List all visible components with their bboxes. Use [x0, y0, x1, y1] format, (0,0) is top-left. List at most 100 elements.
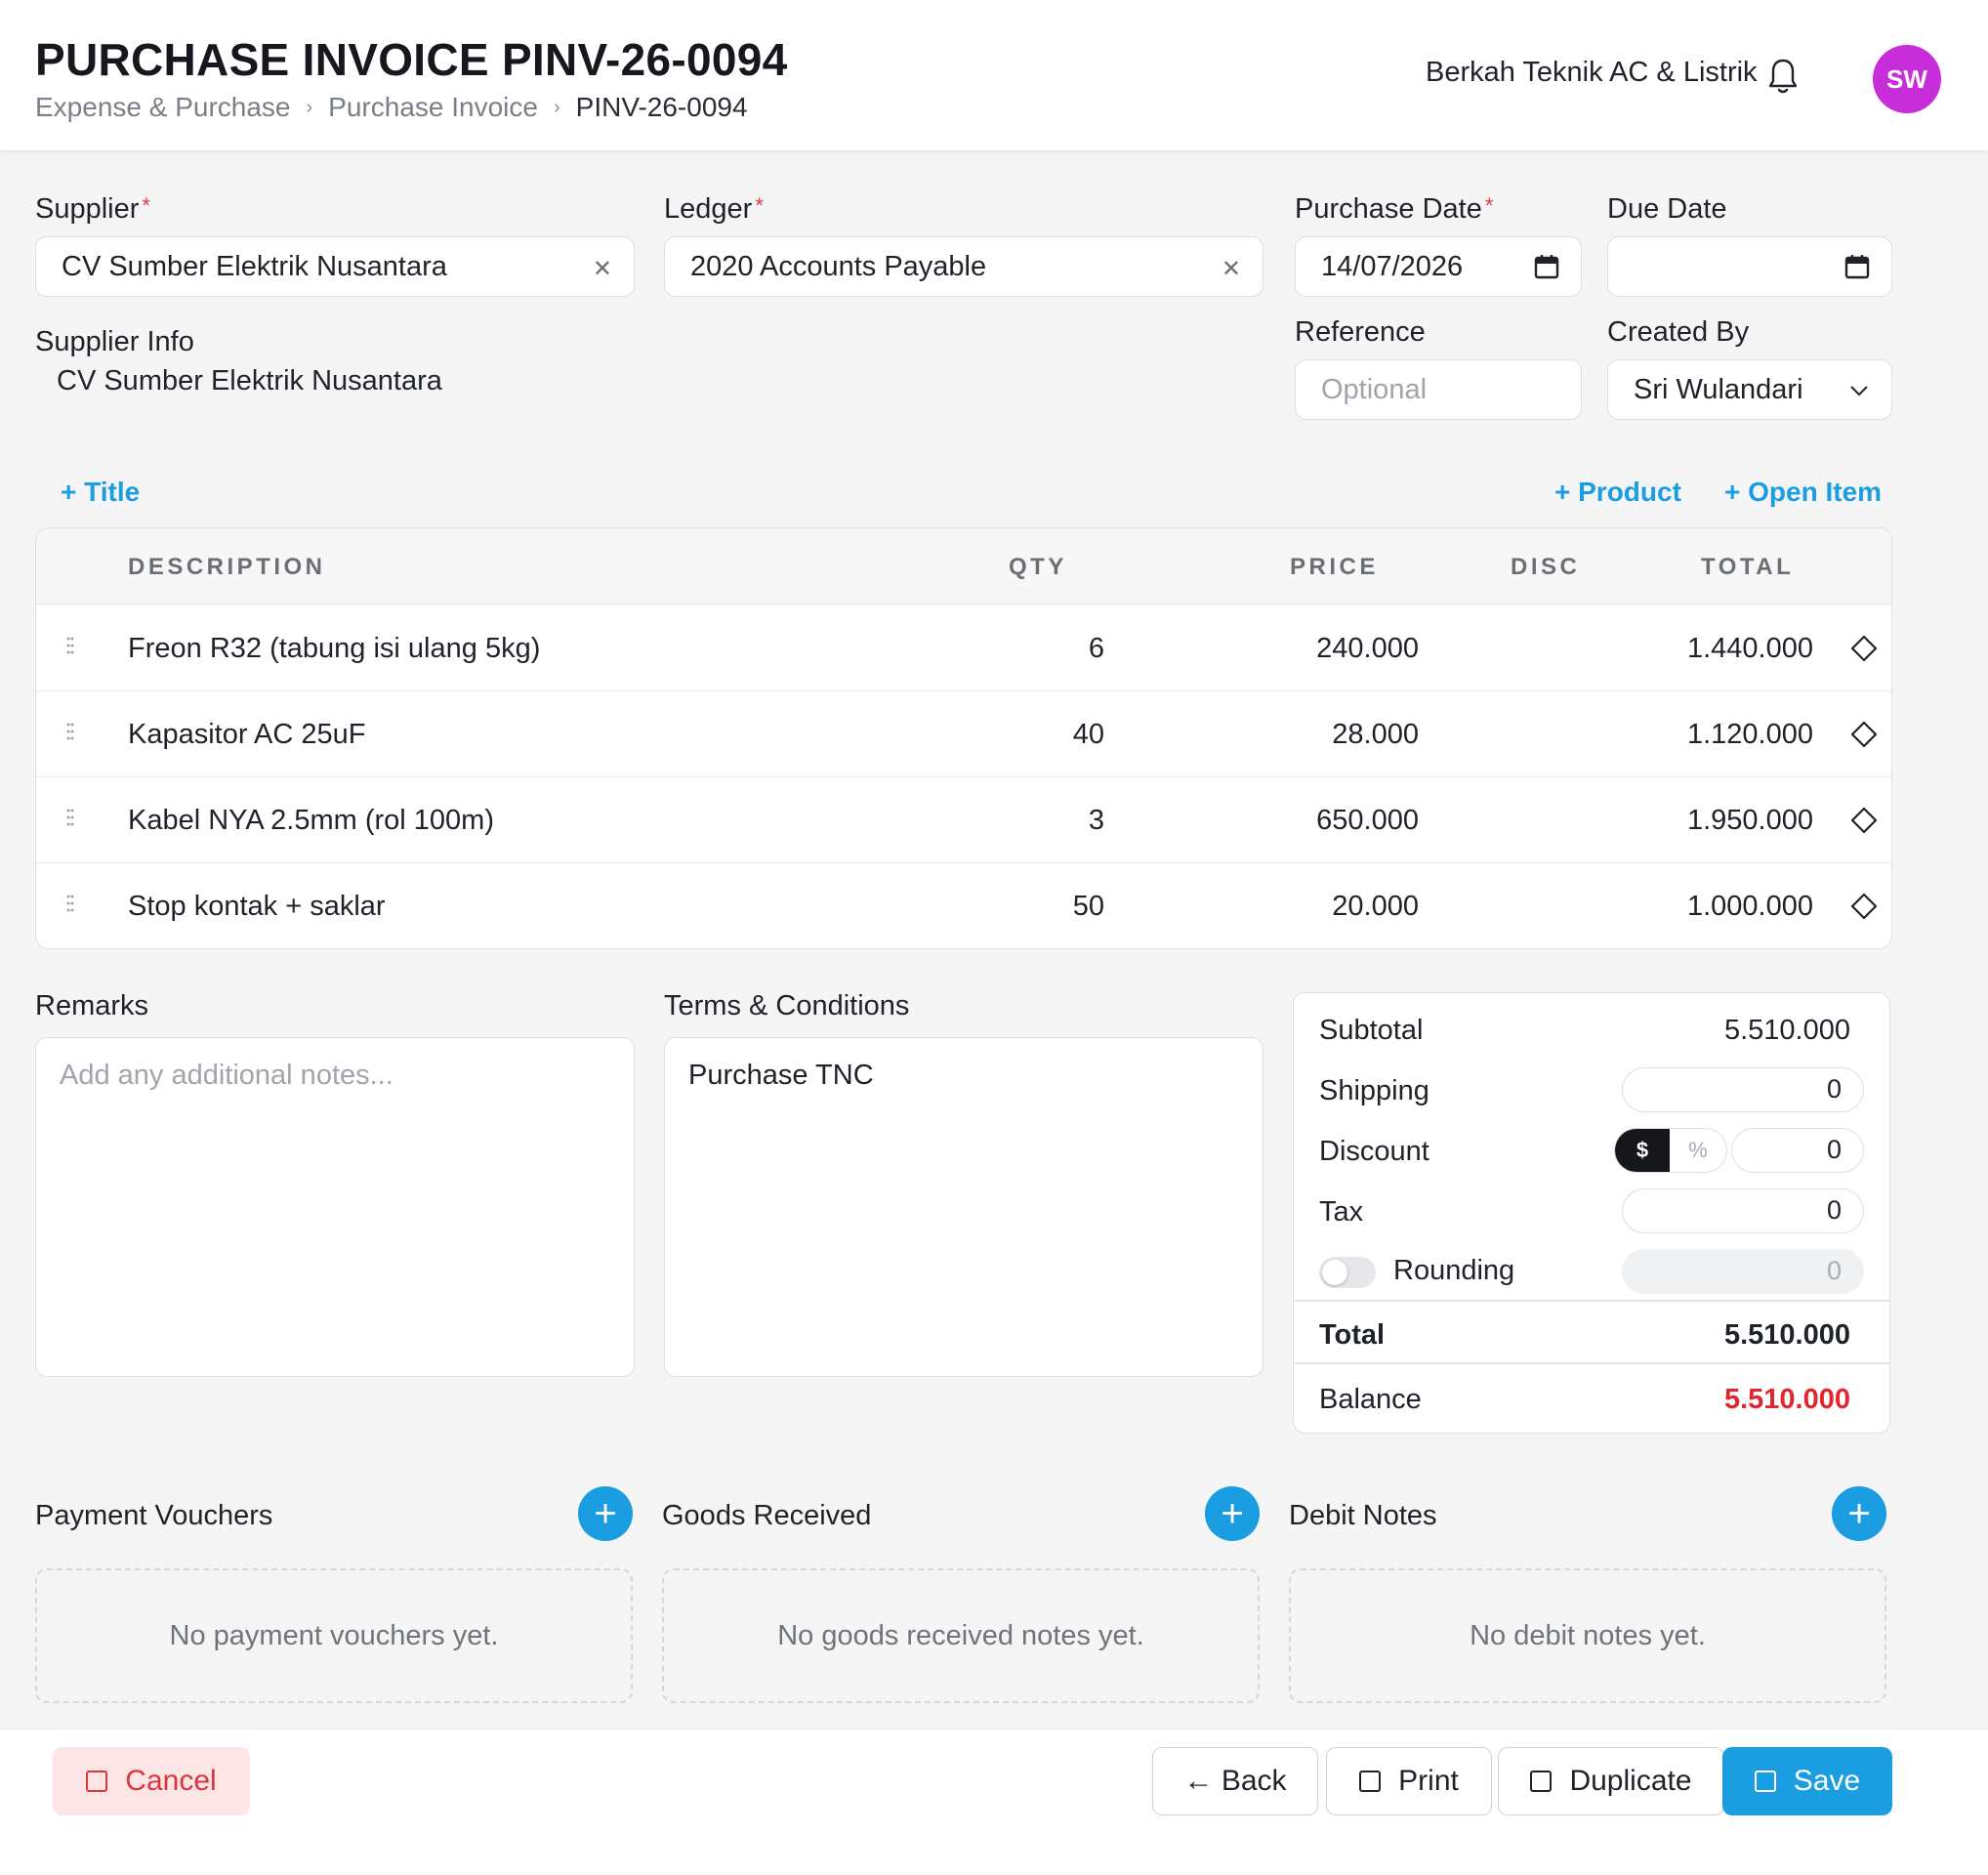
print-button[interactable]: Print [1326, 1747, 1492, 1815]
created-by-select[interactable]: Sri Wulandari [1607, 359, 1892, 420]
duplicate-button[interactable]: Duplicate [1498, 1747, 1724, 1815]
purchase-date-value: 14/07/2026 [1321, 250, 1464, 282]
row-action-diamond-icon[interactable] [1850, 721, 1878, 748]
avatar[interactable]: SW [1873, 45, 1941, 113]
due-date-label: Due Date [1607, 193, 1727, 225]
reference-placeholder: Optional [1321, 373, 1428, 405]
goods-received-title: Goods Received [662, 1500, 872, 1531]
rounding-toggle[interactable] [1319, 1257, 1376, 1288]
required-asterisk-icon: * [755, 193, 764, 218]
row-price[interactable]: 28.000 [1332, 719, 1419, 750]
add-title-link[interactable]: + Title [61, 477, 141, 507]
breadcrumb-item-current: PINV-26-0094 [575, 92, 748, 122]
row-price[interactable]: 240.000 [1316, 633, 1419, 664]
save-button[interactable]: Save [1722, 1747, 1892, 1815]
terms-value: Purchase TNC [688, 1060, 874, 1091]
created-by-label: Created By [1607, 316, 1750, 348]
cancel-button[interactable]: Cancel [53, 1747, 250, 1815]
company-name[interactable]: Berkah Teknik AC & Listrik [1426, 57, 1758, 88]
row-price[interactable]: 650.000 [1316, 805, 1419, 836]
drag-handle-icon[interactable] [65, 635, 75, 656]
discount-mode-toggle[interactable]: $ % [1614, 1128, 1727, 1173]
row-action-diamond-icon[interactable] [1850, 893, 1878, 920]
row-qty[interactable]: 50 [1072, 891, 1104, 922]
row-description[interactable]: Kabel NYA 2.5mm (rol 100m) [128, 805, 494, 836]
row-qty[interactable]: 6 [1088, 633, 1104, 664]
purchase-date-input[interactable]: 14/07/2026 [1295, 236, 1582, 297]
discount-label: Discount [1319, 1136, 1429, 1167]
remarks-label: Remarks [35, 990, 149, 1021]
row-price[interactable]: 20.000 [1332, 891, 1419, 922]
add-product-link[interactable]: + Product [1554, 477, 1681, 507]
table-header: DESCRIPTION QTY PRICE DISC TOTAL [36, 528, 1891, 604]
drag-handle-icon[interactable] [65, 807, 75, 828]
row-qty[interactable]: 3 [1088, 805, 1104, 836]
terms-textarea[interactable]: Purchase TNC [664, 1037, 1263, 1377]
row-total: 1.000.000 [1686, 891, 1813, 922]
column-header-total: TOTAL [1701, 554, 1795, 580]
breadcrumb: Expense & Purchase › Purchase Invoice › … [35, 92, 748, 123]
subtotal-label: Subtotal [1319, 1015, 1424, 1046]
table-row[interactable]: Kabel NYA 2.5mm (rol 100m) 3 650.000 1.9… [36, 777, 1891, 863]
column-header-qty: QTY [1009, 554, 1067, 580]
goods-received-empty: No goods received notes yet. [662, 1568, 1260, 1703]
save-icon [1754, 1771, 1776, 1792]
line-items-table: DESCRIPTION QTY PRICE DISC TOTAL Freon R… [35, 527, 1892, 949]
duplicate-icon [1530, 1771, 1553, 1792]
back-label: ← Back [1183, 1765, 1287, 1797]
row-qty[interactable]: 40 [1072, 719, 1104, 750]
discount-mode-amount[interactable]: $ [1615, 1129, 1670, 1172]
supplier-select[interactable]: CV Sumber Elektrik Nusantara ✕ [35, 236, 635, 297]
add-goods-received-button[interactable]: + [1205, 1486, 1260, 1541]
row-action-diamond-icon[interactable] [1850, 807, 1878, 834]
breadcrumb-item-purchase-invoice[interactable]: Purchase Invoice [328, 92, 538, 122]
clear-icon[interactable]: ✕ [1221, 256, 1241, 282]
row-description[interactable]: Freon R32 (tabung isi ulang 5kg) [128, 633, 541, 664]
shipping-label: Shipping [1319, 1075, 1429, 1106]
row-action-diamond-icon[interactable] [1850, 635, 1878, 662]
back-button[interactable]: ← Back [1152, 1747, 1318, 1815]
breadcrumb-separator-icon: › [553, 96, 560, 118]
calendar-icon[interactable] [1844, 253, 1870, 280]
total-label: Total [1319, 1319, 1386, 1351]
rounding-label: Rounding [1393, 1255, 1515, 1286]
created-by-value: Sri Wulandari [1634, 373, 1803, 405]
duplicate-label: Duplicate [1569, 1765, 1692, 1797]
supplier-info-label: Supplier Info [35, 326, 194, 357]
table-row[interactable]: Stop kontak + saklar 50 20.000 1.000.000 [36, 863, 1891, 948]
ledger-select[interactable]: 2020 Accounts Payable ✕ [664, 236, 1263, 297]
row-description[interactable]: Stop kontak + saklar [128, 891, 386, 922]
clear-icon[interactable]: ✕ [592, 256, 612, 282]
ledger-label: Ledger * [664, 193, 764, 225]
column-header-price: PRICE [1290, 554, 1379, 580]
tax-input[interactable]: 0 [1622, 1188, 1864, 1233]
reference-label: Reference [1295, 316, 1426, 348]
debit-notes-title: Debit Notes [1289, 1500, 1437, 1531]
reference-input[interactable]: Optional [1295, 359, 1582, 420]
breadcrumb-item-expense-purchase[interactable]: Expense & Purchase [35, 92, 291, 122]
discount-mode-percent[interactable]: % [1670, 1129, 1726, 1172]
required-asterisk-icon: * [142, 193, 150, 218]
summary-divider [1294, 1362, 1889, 1364]
bell-icon[interactable] [1767, 57, 1799, 96]
add-open-item-link[interactable]: + Open Item [1724, 477, 1883, 507]
remarks-textarea[interactable]: Add any additional notes... [35, 1037, 635, 1377]
add-payment-voucher-button[interactable]: + [578, 1486, 633, 1541]
breadcrumb-separator-icon: › [306, 96, 313, 118]
drag-handle-icon[interactable] [65, 721, 75, 742]
add-debit-note-button[interactable]: + [1832, 1486, 1886, 1541]
drag-handle-icon[interactable] [65, 893, 75, 914]
required-asterisk-icon: * [1484, 193, 1494, 218]
chevron-down-icon [1850, 386, 1868, 396]
row-total: 1.120.000 [1686, 719, 1813, 750]
calendar-icon[interactable] [1534, 253, 1559, 280]
due-date-input[interactable] [1607, 236, 1892, 297]
row-description[interactable]: Kapasitor AC 25uF [128, 719, 366, 750]
payment-vouchers-empty: No payment vouchers yet. [35, 1568, 633, 1703]
table-row[interactable]: Kapasitor AC 25uF 40 28.000 1.120.000 [36, 691, 1891, 777]
shipping-input[interactable]: 0 [1622, 1067, 1864, 1112]
payment-vouchers-title: Payment Vouchers [35, 1500, 273, 1531]
table-row[interactable]: Freon R32 (tabung isi ulang 5kg) 6 240.0… [36, 605, 1891, 691]
save-label: Save [1793, 1765, 1861, 1797]
discount-input[interactable]: 0 [1731, 1128, 1864, 1173]
